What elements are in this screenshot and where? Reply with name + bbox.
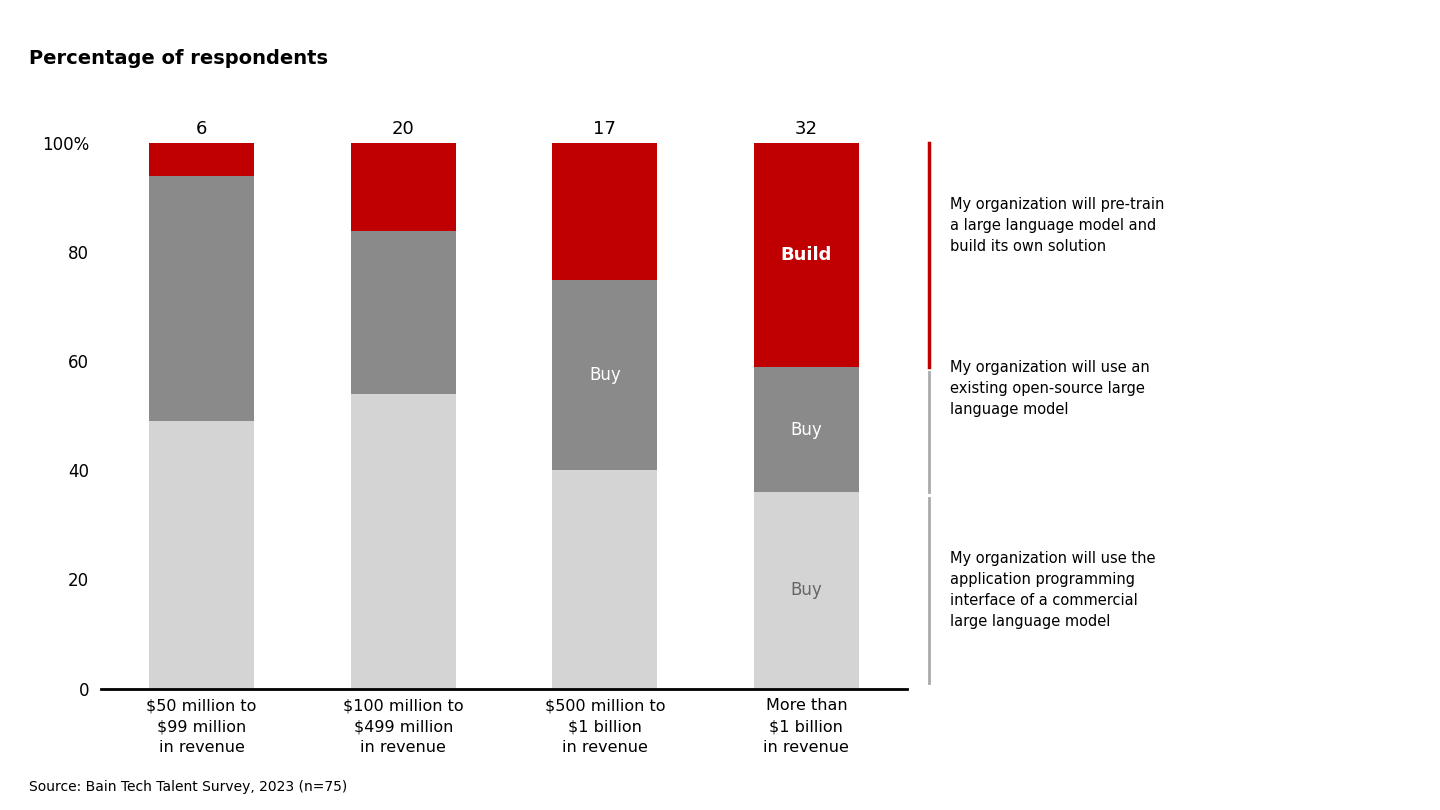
Bar — [150, 176, 253, 421]
Text: My organization will use an
existing open-source large
language model: My organization will use an existing ope… — [950, 360, 1151, 417]
Text: 20: 20 — [392, 120, 415, 138]
Bar — [150, 421, 253, 688]
Text: Buy: Buy — [589, 366, 621, 384]
Text: 6: 6 — [196, 120, 207, 138]
Bar — [150, 143, 253, 176]
Bar — [553, 471, 657, 688]
Bar — [755, 492, 858, 688]
Bar — [553, 143, 657, 279]
Text: 32: 32 — [795, 120, 818, 138]
Text: Source: Bain Tech Talent Survey, 2023 (n=75): Source: Bain Tech Talent Survey, 2023 (n… — [29, 780, 347, 794]
Text: My organization will pre-train
a large language model and
build its own solution: My organization will pre-train a large l… — [950, 197, 1165, 254]
Bar — [351, 394, 455, 688]
Text: My organization will use the
application programming
interface of a commercial
l: My organization will use the application… — [950, 552, 1156, 629]
Bar — [755, 367, 858, 492]
Text: Buy: Buy — [791, 420, 822, 438]
Bar — [351, 143, 455, 231]
Text: Buy: Buy — [791, 582, 822, 599]
Text: 17: 17 — [593, 120, 616, 138]
Text: Build: Build — [780, 246, 832, 264]
Bar — [553, 279, 657, 471]
Text: Percentage of respondents: Percentage of respondents — [29, 49, 328, 67]
Bar — [351, 231, 455, 394]
Bar — [755, 143, 858, 367]
